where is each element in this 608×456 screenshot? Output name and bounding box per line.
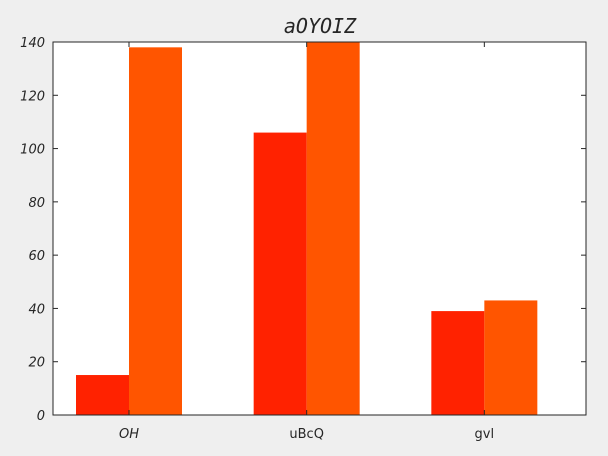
y-tick-label-40: 40: [28, 302, 45, 317]
bar-uBcQ-series-2: [307, 42, 360, 415]
bar-gvl-series-1: [431, 311, 484, 415]
x-tick-label-uBcQ: uBcQ: [289, 427, 324, 442]
bar-gvl-series-2: [484, 300, 537, 415]
x-tick-label-gvl: gvl: [475, 427, 495, 442]
y-tick-label-20: 20: [28, 356, 45, 371]
x-tick-label-OH: OH: [119, 427, 139, 442]
y-tick-label-80: 80: [28, 196, 45, 211]
bar-OH-series-2: [129, 47, 182, 415]
y-tick-label-140: 140: [20, 36, 45, 51]
bar-OH-series-1: [76, 375, 129, 415]
y-tick-label-60: 60: [28, 249, 45, 264]
y-tick-label-100: 100: [20, 143, 45, 158]
y-tick-label-120: 120: [20, 89, 45, 104]
chart-title: aOYOIZ: [284, 14, 357, 38]
y-tick-label-0: 0: [37, 409, 45, 424]
bar-uBcQ-series-1: [254, 133, 307, 415]
